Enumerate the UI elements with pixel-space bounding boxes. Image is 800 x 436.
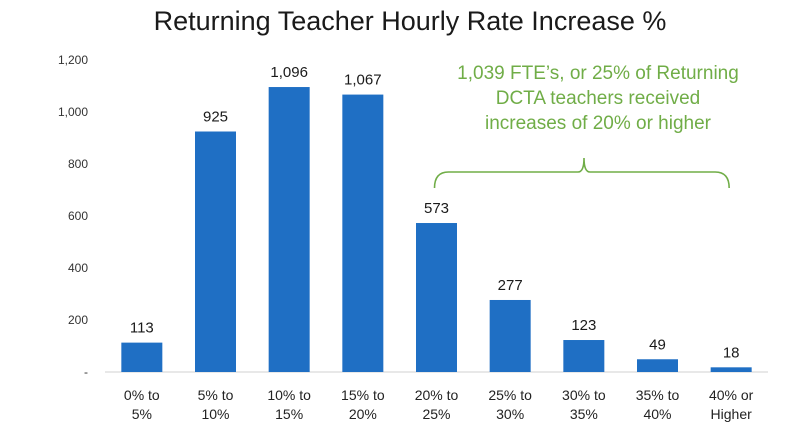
data-label: 925 <box>203 109 228 126</box>
annotation-text: increases of 20% or higher <box>485 113 712 134</box>
y-tick-label: 200 <box>68 313 88 327</box>
chart-title: Returning Teacher Hourly Rate Increase % <box>154 6 667 36</box>
x-axis-ticks: 0% to 5% 5% to 10% 10% to 15% 15% to 20% 20% to 2… <box>124 387 754 422</box>
annotation-text: 1,039 FTE’s, or 25% of Returning <box>457 63 739 84</box>
x-tick-label: 20% <box>349 406 377 422</box>
data-label: 18 <box>723 344 740 361</box>
data-label: 277 <box>498 277 523 294</box>
x-tick-label: 40% or <box>709 387 754 403</box>
bar <box>416 223 457 372</box>
x-tick-label: 30% <box>496 406 524 422</box>
data-label: 49 <box>649 336 666 353</box>
x-tick-label: 0% to <box>124 387 160 403</box>
bar <box>710 367 752 372</box>
bar <box>268 87 310 372</box>
bar <box>637 359 678 372</box>
x-tick-label: 25% to <box>488 387 532 403</box>
x-tick-label: 35% to <box>636 387 680 403</box>
annotation-text: DCTA teachers received <box>496 88 701 109</box>
data-label: 113 <box>130 320 154 337</box>
x-tick-label: 5% <box>132 406 152 422</box>
y-tick-label: 800 <box>68 157 88 171</box>
x-tick-label: 15% to <box>341 387 385 403</box>
y-tick-label: 1,000 <box>58 105 88 119</box>
y-tick-label: 1,200 <box>58 53 88 67</box>
x-tick-label: 25% <box>422 406 450 422</box>
data-label: 1,067 <box>344 72 382 89</box>
bar <box>195 131 236 372</box>
bar <box>121 342 163 372</box>
bar <box>342 94 384 372</box>
y-tick-label: - <box>84 365 88 379</box>
annotation: 1,039 FTE’s, or 25% of Returning DCTA tea… <box>433 63 739 189</box>
bars <box>121 87 752 372</box>
bar <box>563 340 605 372</box>
y-tick-label: 600 <box>68 209 88 223</box>
y-tick-label: 400 <box>68 261 88 275</box>
x-tick-label: 20% to <box>415 387 459 403</box>
data-label: 1,096 <box>270 64 308 81</box>
annotation-bracket <box>433 157 730 189</box>
x-tick-label: 5% to <box>198 387 234 403</box>
data-label: 123 <box>571 317 596 334</box>
x-tick-label: 40% <box>643 406 671 422</box>
x-tick-label: 15% <box>275 406 303 422</box>
data-label: 573 <box>424 200 449 217</box>
bar <box>489 299 531 372</box>
y-axis-ticks: - 200 400 600 800 1,000 1,200 <box>58 53 88 379</box>
x-tick-label: 30% to <box>562 387 606 403</box>
x-tick-label: 10% to <box>267 387 311 403</box>
data-labels: 113 925 1,096 1,067 573 277 123 49 18 <box>130 64 740 361</box>
x-tick-label: 10% <box>201 406 229 422</box>
x-tick-label: Higher <box>711 406 753 422</box>
x-tick-label: 35% <box>570 406 598 422</box>
